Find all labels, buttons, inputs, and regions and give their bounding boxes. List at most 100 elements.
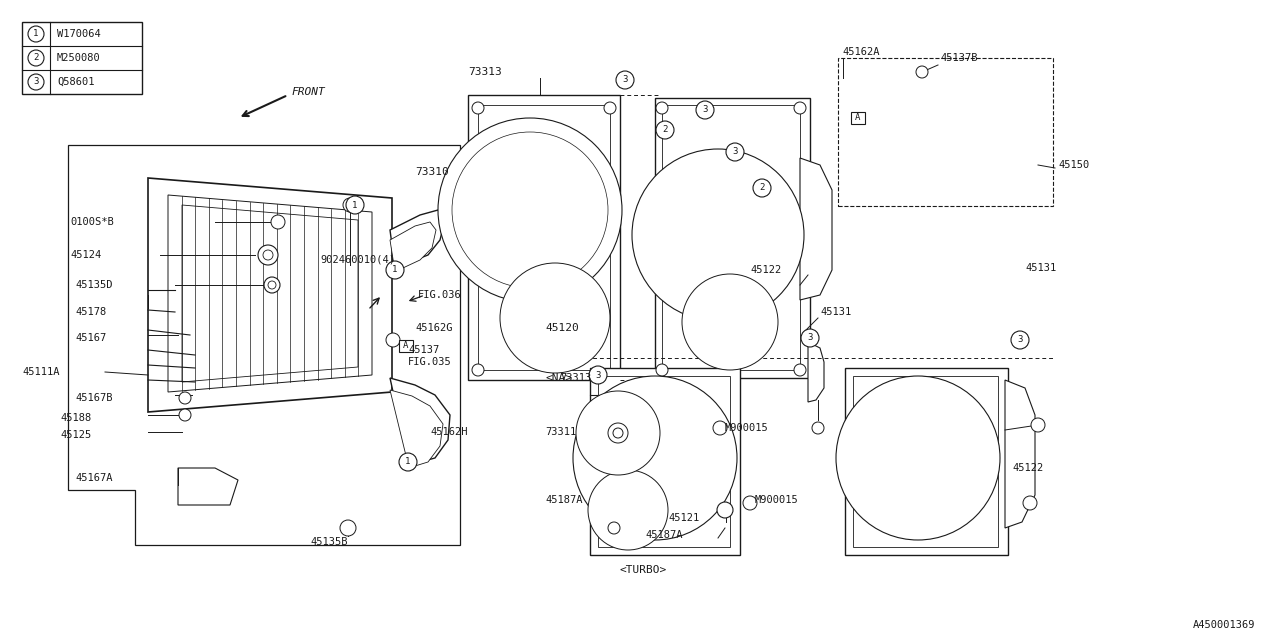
Polygon shape	[721, 332, 737, 362]
Polygon shape	[713, 284, 722, 318]
Text: 1: 1	[406, 458, 411, 467]
Text: 45111A: 45111A	[22, 367, 59, 377]
Circle shape	[718, 310, 742, 334]
Text: Q58601: Q58601	[58, 77, 95, 87]
Polygon shape	[909, 390, 938, 442]
Bar	[838, 58, 1053, 206]
Text: 3: 3	[703, 106, 708, 115]
Text: M250080: M250080	[58, 53, 101, 63]
Polygon shape	[736, 230, 783, 272]
Circle shape	[340, 520, 356, 536]
Circle shape	[28, 74, 44, 90]
Polygon shape	[620, 518, 634, 544]
Circle shape	[1030, 418, 1044, 432]
Circle shape	[696, 101, 714, 119]
Polygon shape	[613, 399, 641, 455]
Circle shape	[472, 102, 484, 114]
Text: 2: 2	[33, 54, 38, 63]
Polygon shape	[742, 318, 765, 344]
Text: 45137: 45137	[408, 345, 439, 355]
Text: 45131: 45131	[1025, 263, 1056, 273]
Polygon shape	[607, 474, 657, 511]
Circle shape	[604, 102, 616, 114]
Circle shape	[613, 428, 623, 438]
Text: 73313: 73313	[561, 373, 591, 383]
Polygon shape	[995, 88, 1018, 195]
Circle shape	[503, 266, 607, 370]
Circle shape	[1023, 496, 1037, 510]
Polygon shape	[645, 390, 676, 442]
Circle shape	[548, 311, 562, 325]
Text: 45188: 45188	[60, 413, 91, 423]
Text: 73311: 73311	[545, 427, 576, 437]
Circle shape	[685, 277, 774, 367]
Circle shape	[588, 470, 668, 550]
Text: 45162A: 45162A	[842, 47, 879, 57]
Polygon shape	[520, 133, 553, 192]
Polygon shape	[731, 294, 762, 312]
Text: A: A	[855, 113, 860, 122]
Polygon shape	[594, 513, 622, 518]
Circle shape	[271, 215, 285, 229]
Polygon shape	[182, 205, 358, 382]
Text: 45167: 45167	[76, 333, 106, 343]
Circle shape	[900, 440, 936, 476]
Polygon shape	[543, 330, 563, 364]
Circle shape	[608, 423, 628, 443]
Circle shape	[577, 380, 733, 536]
Polygon shape	[628, 430, 650, 453]
Text: 45167A: 45167A	[76, 473, 113, 483]
Polygon shape	[925, 429, 984, 447]
Polygon shape	[662, 429, 721, 447]
Circle shape	[404, 458, 412, 466]
Text: 3: 3	[1018, 335, 1023, 344]
Text: FIG.036: FIG.036	[419, 290, 462, 300]
Circle shape	[657, 102, 668, 114]
Text: 902460010(4): 902460010(4)	[320, 255, 396, 265]
Circle shape	[742, 496, 756, 510]
Circle shape	[438, 118, 622, 302]
Text: 3: 3	[622, 76, 627, 84]
Circle shape	[179, 409, 191, 421]
Polygon shape	[570, 314, 595, 344]
Text: 3: 3	[595, 371, 600, 380]
Text: 1: 1	[392, 266, 398, 275]
Text: 45120: 45120	[545, 323, 579, 333]
Polygon shape	[845, 368, 1009, 555]
Polygon shape	[618, 407, 648, 424]
Text: 45137B: 45137B	[940, 53, 978, 63]
Circle shape	[836, 376, 1000, 540]
Circle shape	[646, 449, 664, 467]
Circle shape	[442, 122, 618, 298]
Polygon shape	[613, 478, 622, 506]
Polygon shape	[538, 222, 547, 289]
Circle shape	[700, 217, 736, 253]
Circle shape	[589, 366, 607, 384]
Polygon shape	[808, 342, 824, 402]
Circle shape	[28, 26, 44, 42]
Polygon shape	[644, 230, 704, 248]
Circle shape	[794, 102, 806, 114]
Circle shape	[608, 522, 620, 534]
Bar	[22, 22, 142, 94]
Text: 45124: 45124	[70, 250, 101, 260]
Circle shape	[916, 66, 928, 78]
Circle shape	[520, 200, 540, 220]
Polygon shape	[709, 163, 740, 219]
Circle shape	[753, 179, 771, 197]
Circle shape	[541, 304, 570, 332]
Circle shape	[387, 262, 403, 278]
Text: 1: 1	[352, 200, 357, 209]
Circle shape	[724, 316, 736, 328]
Circle shape	[840, 380, 996, 536]
Polygon shape	[847, 453, 904, 470]
Circle shape	[590, 472, 666, 548]
Text: <TURBO>: <TURBO>	[620, 565, 667, 575]
Polygon shape	[550, 204, 600, 250]
Circle shape	[713, 421, 727, 435]
Circle shape	[509, 190, 550, 230]
Polygon shape	[68, 145, 460, 545]
Polygon shape	[662, 468, 671, 529]
Circle shape	[399, 454, 416, 470]
Text: 45187A: 45187A	[545, 495, 582, 505]
